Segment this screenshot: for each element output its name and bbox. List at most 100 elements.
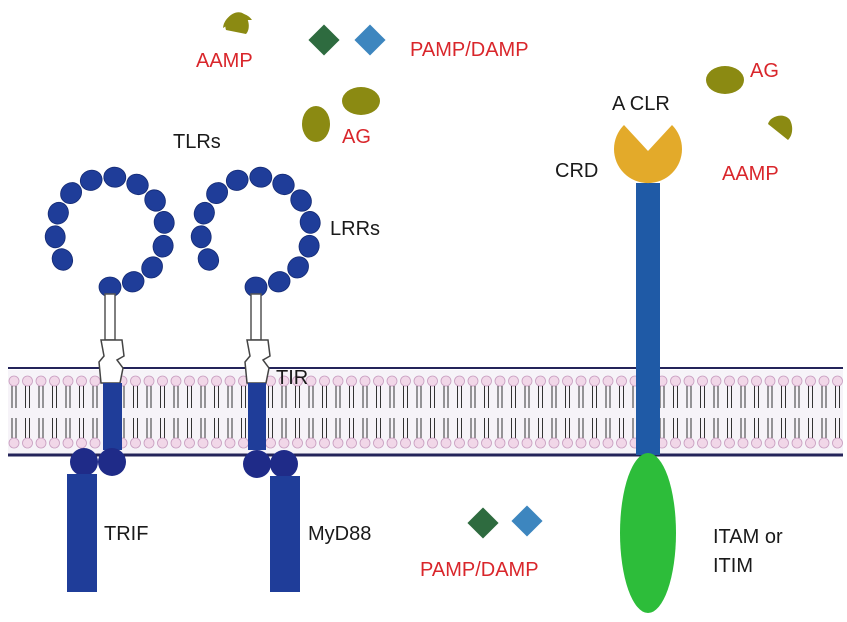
- lipid-head: [589, 437, 600, 449]
- lipid-head: [751, 375, 762, 387]
- lrr-bead: [141, 256, 163, 279]
- lipid-head: [683, 375, 695, 387]
- antigen-ellipse-top-2: [302, 106, 330, 142]
- lipid-head: [602, 375, 614, 387]
- lipid-tail: [268, 418, 273, 438]
- lipid-head: [265, 437, 276, 449]
- lipid-tail: [497, 418, 503, 438]
- lrr-bead: [225, 169, 249, 191]
- lipid-tail: [727, 386, 732, 408]
- lipid-head: [832, 437, 843, 449]
- lipid-tail: [200, 386, 206, 408]
- lipid-head: [778, 375, 789, 387]
- lipid-head: [346, 437, 357, 449]
- lrr-bead: [47, 201, 69, 225]
- lipid-head: [8, 437, 20, 449]
- tlr-receptor-left: [44, 166, 175, 592]
- lrr-bead: [197, 248, 220, 271]
- lipid-tail: [146, 386, 152, 408]
- antigen-ellipse-top-1: [342, 87, 380, 115]
- lipid-tail: [470, 386, 476, 408]
- lipid-head: [278, 437, 290, 449]
- lipid-head: [49, 437, 60, 449]
- aamp-label-top: AAMP: [196, 50, 253, 72]
- lipid-tail: [727, 418, 732, 438]
- lipid-tail: [227, 418, 233, 438]
- lipid-tail: [430, 386, 435, 408]
- lipid-head: [305, 375, 317, 387]
- lipid-tail: [376, 386, 381, 408]
- tir-domain-left: [98, 339, 125, 384]
- lipid-tail: [538, 386, 543, 408]
- lipid-head: [413, 437, 425, 449]
- lipid-head: [791, 437, 803, 449]
- lipid-head: [22, 437, 33, 449]
- lipid-tail: [241, 386, 246, 408]
- lrr-bead: [51, 248, 74, 271]
- lipid-tail: [335, 386, 341, 408]
- lipid-tail: [538, 418, 543, 438]
- lipid-tail: [794, 418, 800, 438]
- lipid-tail: [416, 386, 422, 408]
- lipid-head: [35, 437, 47, 449]
- lipid-tail: [457, 386, 462, 408]
- lipid-head: [751, 437, 762, 449]
- lipid-tail: [713, 418, 719, 438]
- lipid-tail: [11, 418, 17, 438]
- lipid-tail: [25, 418, 30, 438]
- lipid-head: [575, 437, 587, 449]
- lipid-head: [143, 437, 155, 449]
- lipid-head: [724, 375, 735, 387]
- lipid-head: [670, 437, 681, 449]
- lipid-tail: [808, 386, 813, 408]
- lipid-head: [400, 437, 411, 449]
- lipid-tail: [673, 418, 678, 438]
- lipid-head: [737, 375, 749, 387]
- lipid-head: [494, 437, 506, 449]
- labels: AAMP PAMP/DAMP AG TLRs LRRs TIR TRIF MyD…: [104, 39, 783, 581]
- lipid-head: [521, 437, 533, 449]
- lrr-bead: [79, 169, 103, 191]
- lipid-tail: [214, 418, 219, 438]
- pamp-damp-label-top: PAMP/DAMP: [410, 39, 529, 61]
- ag-label-top: AG: [342, 126, 371, 148]
- lipid-head: [89, 375, 101, 387]
- lipid-tail: [767, 418, 773, 438]
- lipid-tail: [524, 418, 530, 438]
- lipid-tail: [619, 418, 624, 438]
- lipid-head: [454, 437, 465, 449]
- lipid-tail: [335, 418, 341, 438]
- lipid-head: [562, 375, 573, 387]
- lipid-head: [373, 437, 384, 449]
- lipid-tail: [565, 386, 570, 408]
- aamp-shape-top: [225, 12, 249, 34]
- transmembrane-left: [103, 383, 122, 450]
- lipid-tail: [65, 418, 71, 438]
- lipid-tail: [781, 386, 786, 408]
- lipid-head: [589, 375, 600, 387]
- lipid-tail: [565, 418, 570, 438]
- lrr-bead: [193, 201, 215, 225]
- lipid-tail: [52, 418, 57, 438]
- lipid-head: [481, 437, 492, 449]
- lipid-tail: [821, 418, 827, 438]
- lipid-tail: [686, 418, 692, 438]
- lipid-head: [76, 375, 87, 387]
- lipid-head: [494, 375, 506, 387]
- crd-domain: [613, 125, 682, 184]
- lipid-tail: [713, 386, 719, 408]
- lipid-tail: [578, 418, 584, 438]
- lipid-tail: [308, 386, 314, 408]
- lipid-tail: [484, 418, 489, 438]
- lipid-head: [427, 437, 438, 449]
- lipid-head: [143, 375, 155, 387]
- pamp-damp-label-bottom: PAMP/DAMP: [420, 559, 539, 581]
- lipid-tail: [362, 386, 368, 408]
- lrr-bead: [287, 256, 309, 279]
- lipid-tail: [835, 418, 840, 438]
- lipid-head: [467, 375, 479, 387]
- lipid-tail: [511, 386, 516, 408]
- c-type-lectin-receptor: [613, 125, 682, 613]
- lipid-head: [238, 437, 249, 449]
- lipid-tail: [673, 386, 678, 408]
